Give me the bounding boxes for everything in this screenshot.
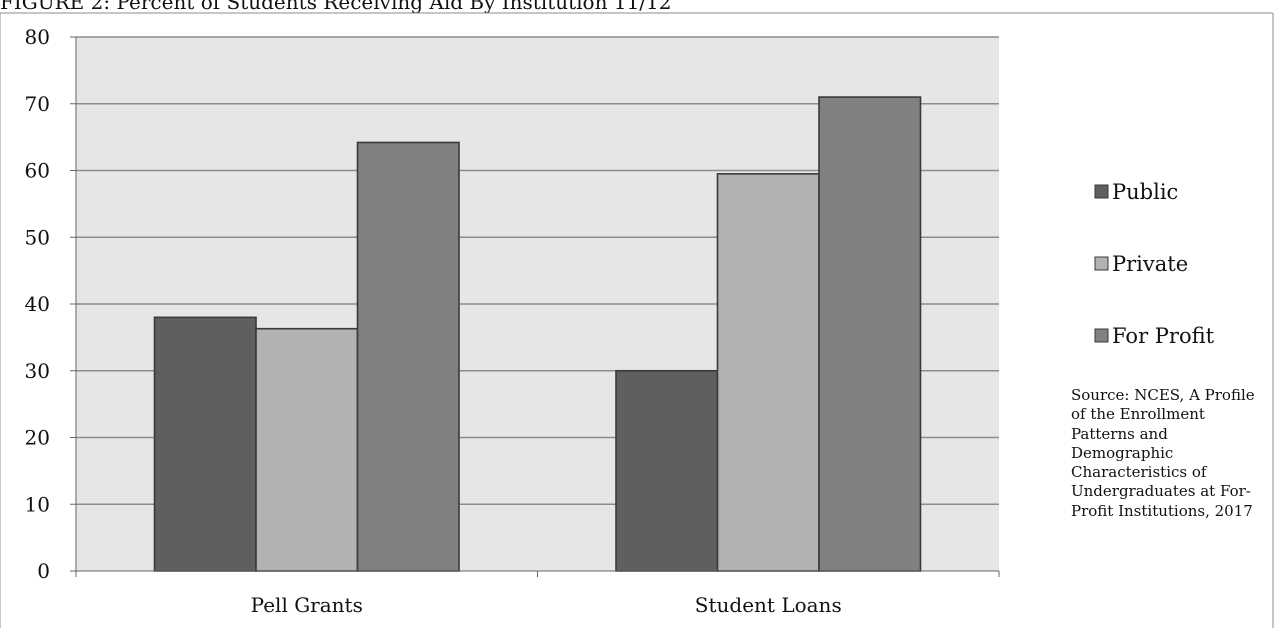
- y-tick-label: 40: [25, 292, 50, 316]
- y-tick-label: 50: [25, 225, 50, 249]
- x-tick-label: Student Loans: [695, 593, 842, 617]
- chart-title: FIGURE 2: Percent of Students Receiving …: [0, 0, 671, 14]
- x-tick-label: Pell Grants: [251, 593, 363, 617]
- legend-swatch-for-profit: [1094, 328, 1109, 343]
- bar-for-profit-pell-grants: [356, 141, 460, 572]
- source-note: Source: NCES, A Profile of the Enrollmen…: [1071, 386, 1255, 520]
- y-tick-label: 30: [25, 359, 50, 383]
- bar-private-pell-grants: [255, 327, 359, 572]
- legend-swatch-private: [1094, 256, 1109, 271]
- y-tick-label: 60: [25, 159, 50, 183]
- legend-label-private: Private: [1112, 252, 1188, 276]
- bar-public-pell-grants: [153, 316, 257, 572]
- y-tick-label: 80: [25, 25, 50, 49]
- legend-swatch-public: [1094, 184, 1109, 199]
- y-tick-label: 70: [25, 92, 50, 116]
- bar-private-student-loans: [716, 173, 820, 572]
- legend-label-for-profit: For Profit: [1112, 324, 1215, 348]
- y-tick-label: 0: [37, 559, 50, 583]
- y-tick-label: 10: [25, 492, 50, 516]
- bar-public-student-loans: [615, 369, 719, 572]
- bar-for-profit-student-loans: [818, 96, 922, 572]
- legend-label-public: Public: [1112, 180, 1178, 204]
- y-tick-label: 20: [25, 426, 50, 450]
